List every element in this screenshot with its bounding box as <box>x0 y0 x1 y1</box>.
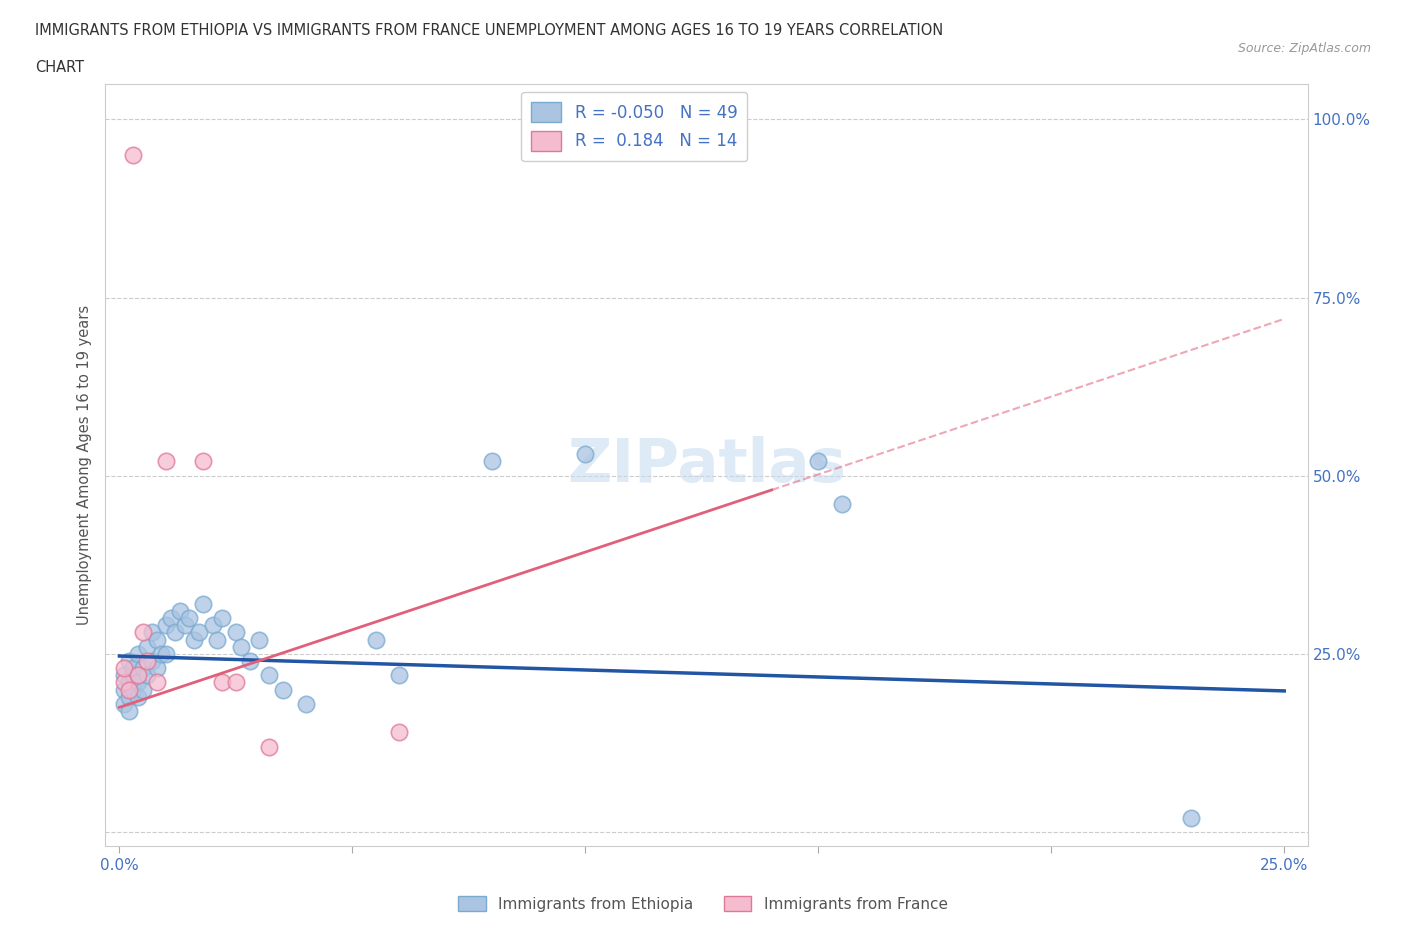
Point <box>145 660 167 675</box>
Point <box>1180 810 1202 825</box>
Point <box>169 604 191 618</box>
Point <box>141 654 163 669</box>
Point <box>481 454 503 469</box>
Point <box>127 689 149 704</box>
Point <box>229 639 252 654</box>
Point <box>118 703 141 718</box>
Point <box>118 675 141 690</box>
Point <box>574 447 596 462</box>
Point <box>173 618 195 632</box>
Point <box>807 454 830 469</box>
Point <box>165 625 187 640</box>
Point <box>271 682 294 697</box>
Point <box>136 668 159 683</box>
Point <box>225 625 247 640</box>
Point <box>127 675 149 690</box>
Point <box>112 668 135 683</box>
Point <box>159 611 181 626</box>
Point <box>193 454 215 469</box>
Point <box>112 682 135 697</box>
Point <box>201 618 224 632</box>
Point <box>132 682 155 697</box>
Text: ZIPatlas: ZIPatlas <box>567 435 846 495</box>
Point <box>141 625 163 640</box>
Point <box>155 454 177 469</box>
Point <box>132 660 155 675</box>
Point <box>247 632 270 647</box>
Point <box>239 654 262 669</box>
Point <box>112 660 135 675</box>
Point <box>112 675 135 690</box>
Point <box>150 646 173 661</box>
Point <box>155 646 177 661</box>
Point <box>127 646 149 661</box>
Point <box>118 689 141 704</box>
Point <box>122 682 145 697</box>
Point <box>831 497 853 512</box>
Point <box>122 148 145 163</box>
Text: CHART: CHART <box>35 60 84 75</box>
Point <box>207 632 229 647</box>
Point <box>112 697 135 711</box>
Point <box>193 596 215 611</box>
Point <box>136 639 159 654</box>
Point <box>118 682 141 697</box>
Legend: Immigrants from Ethiopia, Immigrants from France: Immigrants from Ethiopia, Immigrants fro… <box>453 889 953 918</box>
Point <box>155 618 177 632</box>
Text: Source: ZipAtlas.com: Source: ZipAtlas.com <box>1237 42 1371 55</box>
Point <box>388 668 411 683</box>
Point <box>187 625 209 640</box>
Point <box>122 668 145 683</box>
Point <box>388 724 411 739</box>
Point <box>211 611 233 626</box>
Point <box>145 632 167 647</box>
Y-axis label: Unemployment Among Ages 16 to 19 years: Unemployment Among Ages 16 to 19 years <box>77 305 93 625</box>
Point <box>211 675 233 690</box>
Legend: R = -0.050   N = 49, R =  0.184   N = 14: R = -0.050 N = 49, R = 0.184 N = 14 <box>522 92 748 161</box>
Point <box>132 625 155 640</box>
Point <box>257 739 280 754</box>
Point <box>183 632 205 647</box>
Point <box>295 697 318 711</box>
Point <box>118 654 141 669</box>
Point <box>122 660 145 675</box>
Text: IMMIGRANTS FROM ETHIOPIA VS IMMIGRANTS FROM FRANCE UNEMPLOYMENT AMONG AGES 16 TO: IMMIGRANTS FROM ETHIOPIA VS IMMIGRANTS F… <box>35 23 943 38</box>
Point <box>179 611 201 626</box>
Point <box>145 675 167 690</box>
Point <box>225 675 247 690</box>
Point <box>136 654 159 669</box>
Point <box>127 668 149 683</box>
Point <box>257 668 280 683</box>
Point <box>364 632 387 647</box>
